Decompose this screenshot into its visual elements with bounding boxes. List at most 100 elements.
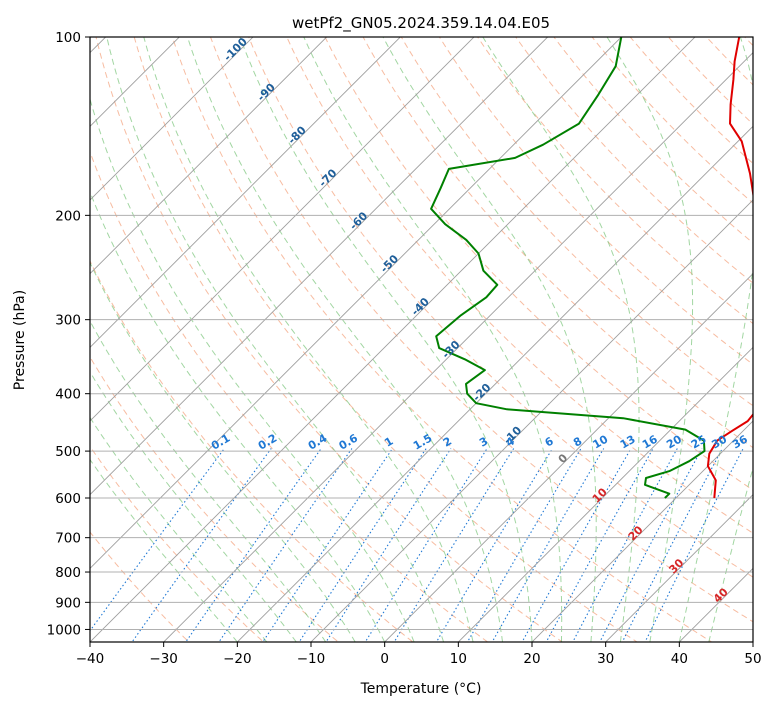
isotherm-line [531, 420, 753, 642]
x-tick-label: 10 [450, 651, 467, 667]
mixing-ratio-line [325, 448, 452, 642]
x-tick-label: −30 [149, 651, 178, 667]
isotherm-line [90, 37, 475, 422]
chart-title: wetPf2_GN05.2024.359.14.04.E05 [292, 14, 550, 33]
x-tick-label: −10 [297, 651, 326, 667]
isobar-grid [90, 37, 753, 630]
mixing-ratio-line [90, 448, 225, 632]
mixing-ratio-label: 8 [571, 435, 584, 450]
dry-adiabat [90, 531, 190, 642]
mixing-ratio-line [491, 448, 605, 642]
y-axis-ticks: 100 200 300 400 500 600 700 800 900 1000 [47, 30, 90, 638]
moist-adiabat [678, 37, 753, 642]
x-tick-label: 20 [523, 651, 540, 667]
dry-adiabat [705, 37, 753, 86]
plot-frame [89, 36, 754, 643]
mixing-ratio-label: 3 [477, 435, 490, 450]
isotherm-label: -70 [316, 166, 339, 189]
isotherm-line [310, 199, 753, 642]
isotherm-line [90, 37, 549, 496]
y-tick-label: 700 [55, 531, 81, 547]
mixing-ratio-label: 2 [441, 435, 454, 450]
mixing-ratio-label: 1 [382, 435, 395, 450]
isotherm-line [752, 641, 753, 642]
mixing-ratio-line [599, 448, 703, 642]
y-tick-label: 1000 [47, 622, 81, 638]
dry-adiabat [90, 356, 340, 642]
mixing-ratio-line [466, 448, 582, 642]
plot-area: -100-90-80-70-60-50-40-30-20-10010203040… [0, 10, 775, 654]
x-axis-label: Temperature (°C) [360, 681, 482, 697]
isotherm-line [90, 37, 254, 201]
isotherm-label: 30 [666, 556, 686, 576]
dry-adiabat [553, 37, 753, 244]
mixing-ratio-label: 1.5 [411, 432, 434, 453]
dewpoint-profile [430, 37, 706, 499]
dry-adiabat [477, 37, 753, 325]
mixing-ratio-line [572, 448, 678, 642]
mixing-ratio-line [262, 448, 393, 642]
moist-adiabat [106, 37, 445, 642]
isotherm-line [90, 37, 696, 642]
profiles [430, 37, 753, 499]
moist-adiabat [90, 261, 356, 642]
x-tick-label: 30 [597, 651, 614, 667]
moist-adiabat [90, 320, 327, 642]
y-tick-label: 900 [55, 595, 81, 611]
isotherm-line [90, 37, 328, 275]
moist-adiabat [90, 370, 297, 642]
dry-adiabat [95, 37, 564, 642]
isotherm-label: -60 [347, 209, 370, 232]
y-tick-label: 400 [55, 387, 81, 403]
dry-adiabat [133, 37, 638, 642]
mixing-ratio-line [644, 448, 744, 642]
y-axis-label: Pressure (hPa) [12, 290, 28, 390]
moist-adiabat [303, 37, 563, 642]
dry-adiabat [286, 37, 753, 534]
isotherm-label: 20 [626, 523, 646, 543]
dry-adiabat [248, 37, 753, 578]
x-axis-ticks: −40 −30 −20 −10 0 10 20 30 40 50 [76, 642, 762, 667]
mixing-ratio-label: 36 [730, 432, 750, 451]
mixing-ratio-label: 6 [543, 434, 556, 449]
isotherm-line [90, 37, 401, 348]
y-tick-label: 800 [55, 565, 81, 581]
isotherm-grid [0, 10, 753, 654]
moist-adiabat [239, 37, 533, 642]
dry-adiabat [400, 37, 753, 407]
isotherm-label: -50 [378, 252, 401, 275]
isotherm-label: -40 [409, 295, 432, 318]
isotherm-label: -100 [221, 35, 250, 64]
isotherm-line [457, 346, 753, 642]
dry-adiabat [90, 445, 265, 642]
x-tick-label: −20 [223, 651, 252, 667]
dry-adiabat [770, 24, 775, 654]
y-tick-label: 100 [55, 30, 81, 46]
isotherm-line [605, 494, 753, 642]
isotherm-line [384, 273, 753, 642]
moist-adiabat [90, 190, 386, 642]
dry-adiabat [438, 37, 753, 366]
isotherm-label: -90 [255, 81, 278, 104]
mixing-ratio-line [621, 448, 723, 642]
isotherm-line [0, 10, 59, 654]
isotherm-line [236, 125, 753, 642]
isotherm-line [90, 37, 180, 127]
mixing-ratio-line [364, 448, 488, 642]
y-tick-label: 300 [55, 313, 81, 329]
mixing-ratio-label: 10 [591, 432, 611, 451]
isotherm-label: 10 [590, 485, 610, 505]
moist-adiabat [143, 37, 474, 642]
isotherm-line [678, 567, 753, 642]
mixing-ratio-line [521, 448, 632, 642]
moist-adiabat [606, 37, 694, 642]
mixing-ratio-line [185, 448, 322, 642]
dry-adiabat [90, 259, 414, 642]
mixing-ratio-label: 16 [640, 432, 660, 451]
moist-adiabat [90, 458, 238, 642]
y-tick-label: 600 [55, 491, 81, 507]
moist-adiabat [90, 97, 415, 642]
moist-adiabat [187, 37, 503, 642]
moist-adiabat [708, 465, 753, 642]
mixing-ratio-line [435, 448, 553, 642]
